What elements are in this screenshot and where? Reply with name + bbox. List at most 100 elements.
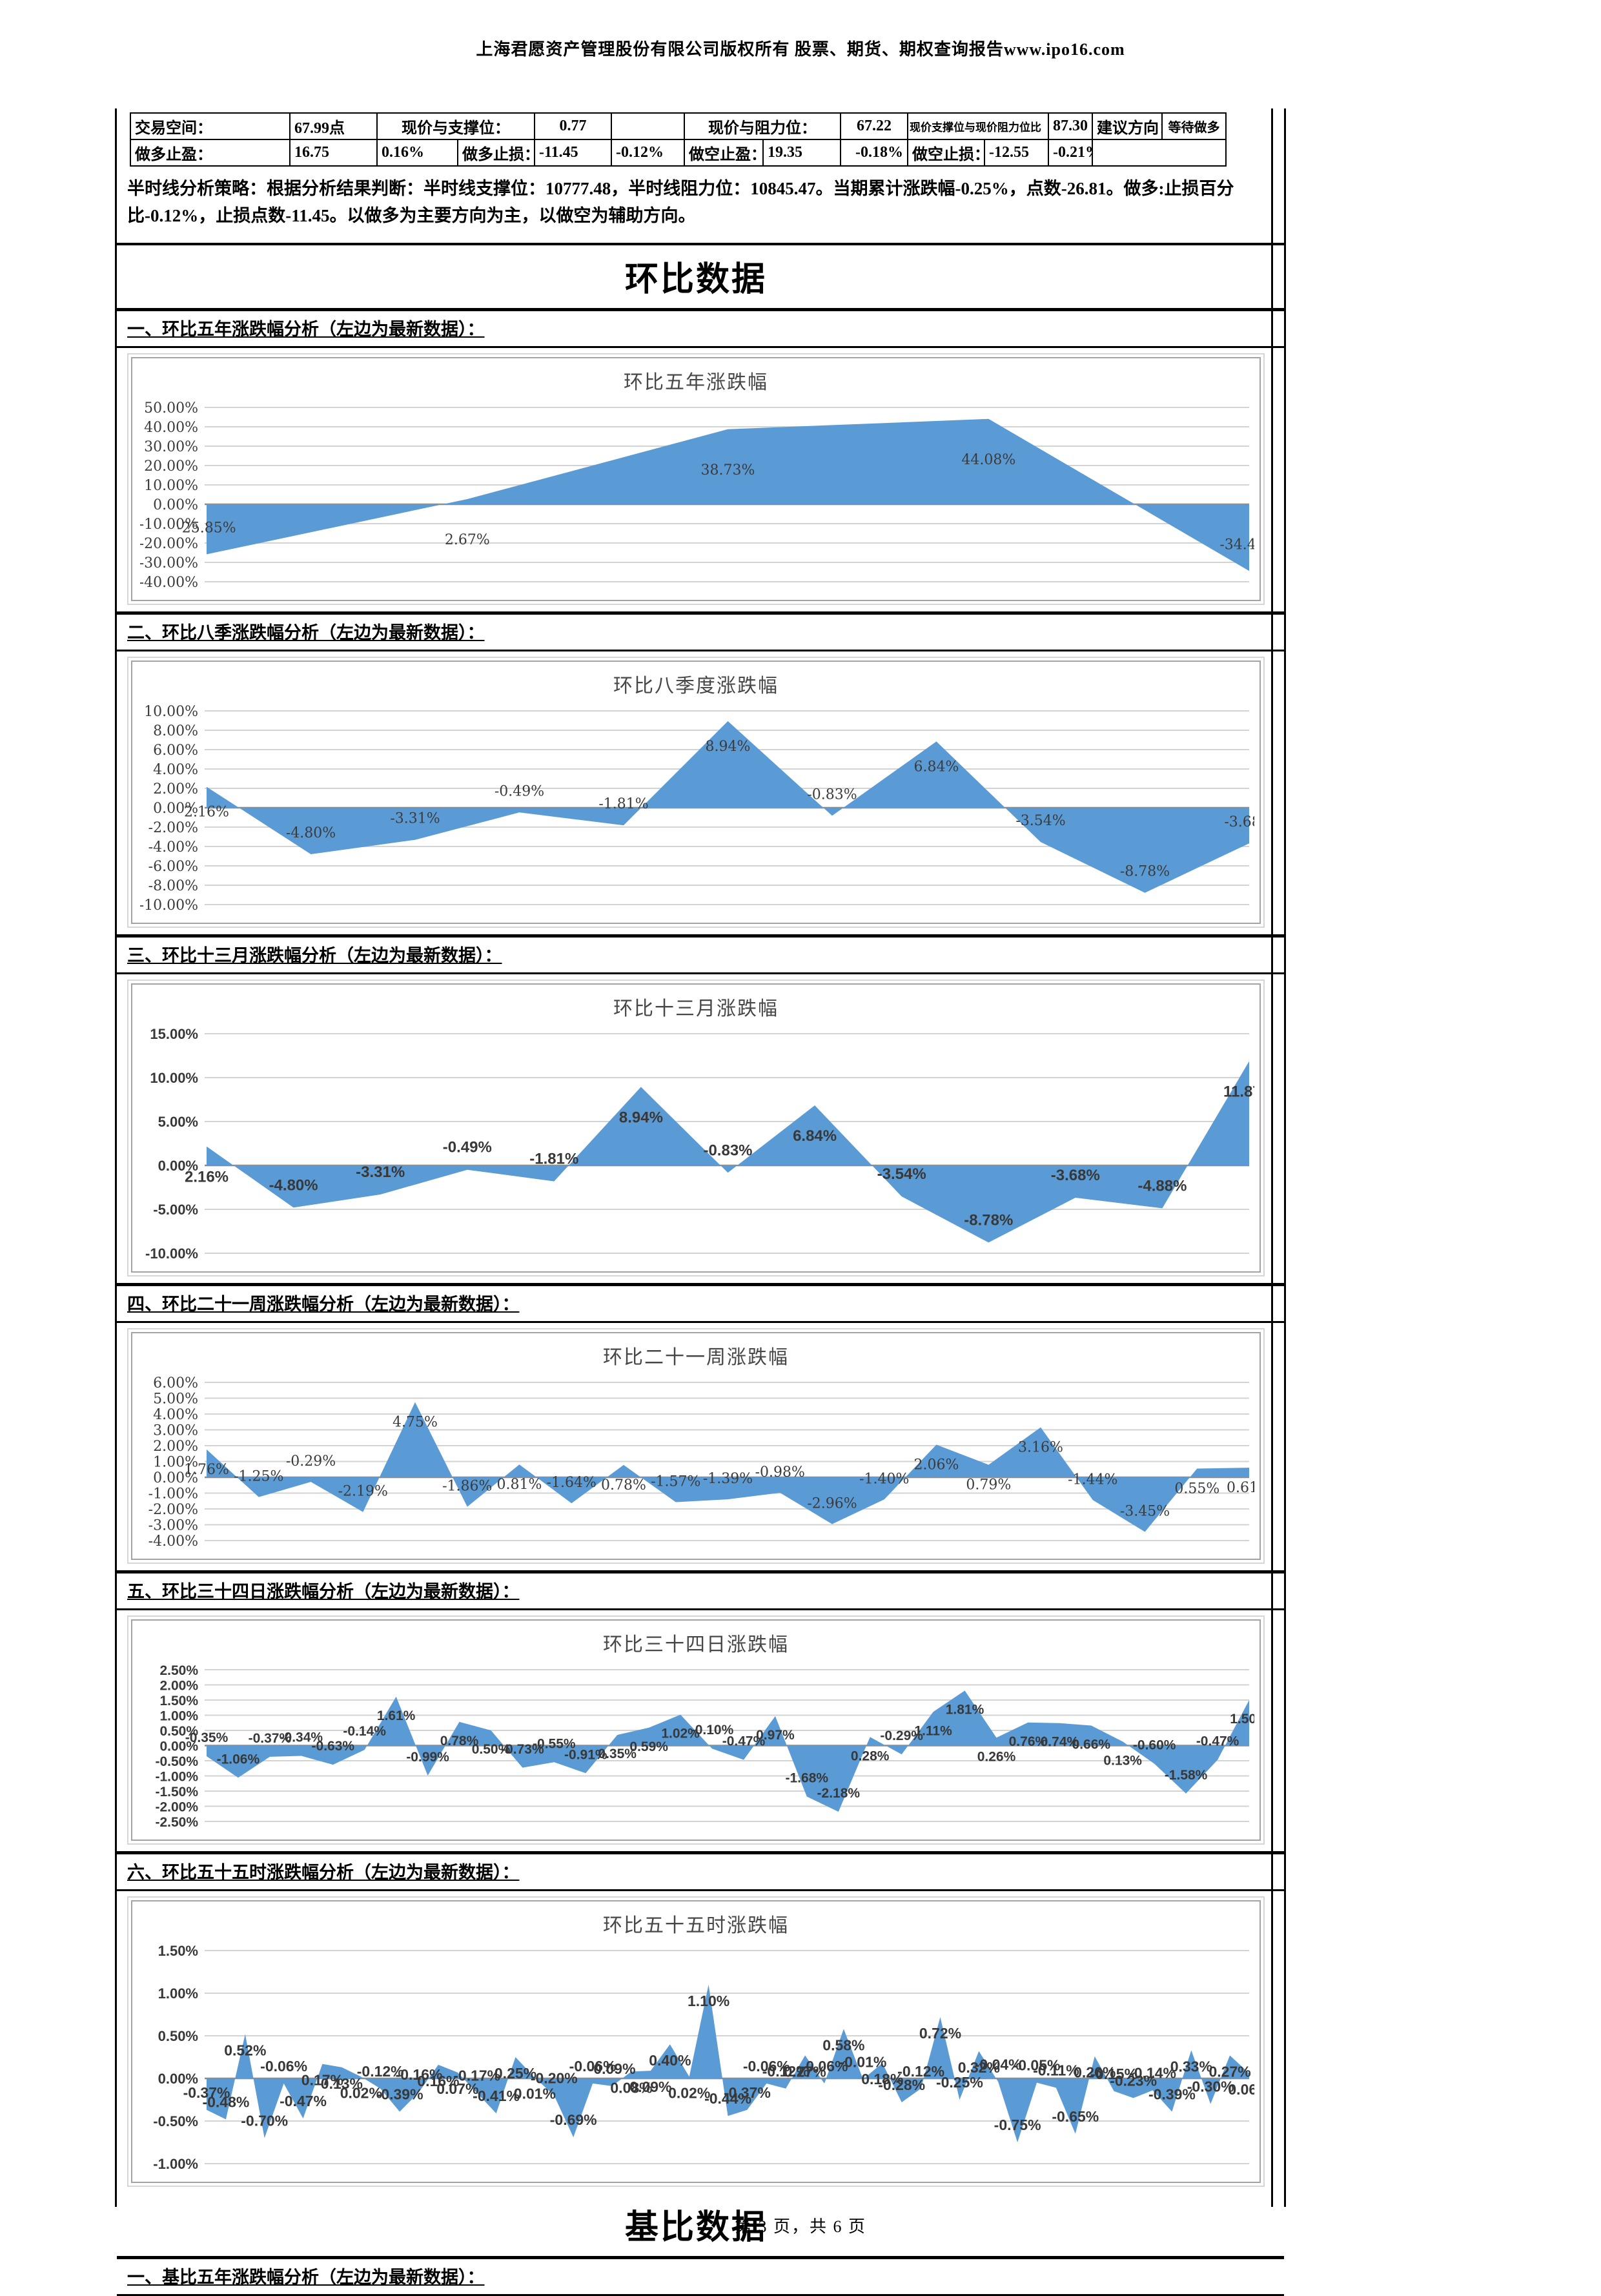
y-tick-label: -10.00% [140, 517, 198, 533]
data-label: -0.35% [185, 1730, 229, 1745]
data-label: -3.68% [1051, 1167, 1100, 1184]
cell-ratio-value: 87.30 [1048, 112, 1093, 140]
data-label: -0.47% [722, 1734, 766, 1748]
data-label: 0.61% [1227, 1480, 1254, 1496]
data-label: 0.13% [1103, 1753, 1142, 1768]
table-row: 做多止盈： 16.75 0.16% 做多止损： -11.45 -0.12% 做空… [130, 139, 1227, 167]
y-tick-label: -3.00% [148, 1517, 198, 1533]
data-label: -0.37% [183, 2084, 230, 2100]
section-heading: 四、环比二十一周涨跌幅分析（左边为最新数据）： [127, 1294, 520, 1314]
data-label: -3.31% [390, 810, 440, 826]
data-label: -0.73% [501, 1741, 544, 1756]
data-label: -0.14% [1129, 2064, 1176, 2081]
y-tick-label: -5.00% [153, 1202, 198, 1218]
data-label: -3.68% [1224, 814, 1254, 830]
data-label: 0.27% [784, 2063, 826, 2080]
strategy-paragraph: 半时线分析策略：根据分析结果判断：半时线支撑位：10777.48，半时线阻力位：… [117, 167, 1284, 245]
data-label: -0.01% [839, 2053, 886, 2070]
y-tick-label: -4.00% [148, 839, 198, 856]
chart-box: 环比三十四日涨跌幅 2.50% 2.00% 1.50% 1.00% 0.50% 0.00% -… [127, 1615, 1265, 1845]
data-label: -0.20% [531, 2069, 578, 2086]
data-label: 0.26% [1074, 2064, 1116, 2080]
data-label: 1.81% [946, 1702, 984, 1717]
data-label: -1.39% [703, 1471, 753, 1487]
cell-short-profit-value: 19.35 [762, 139, 841, 167]
data-label: -1.81% [598, 796, 648, 812]
y-tick-label: 30.00% [144, 439, 198, 455]
data-label: 11.87% [1223, 1083, 1254, 1100]
data-label: -2.96% [807, 1495, 857, 1512]
data-label: -0.63% [312, 1739, 355, 1754]
jibi-title: 基比数据 [624, 2209, 767, 2246]
data-label: 1.76% [184, 1462, 229, 1478]
y-tick-label: -8.00% [148, 878, 198, 894]
data-label: 0.26% [977, 1749, 1016, 1764]
data-label: 0.50% [472, 1742, 511, 1757]
section-heading-strip: 一、基比五年涨跌幅分析（左边为最新数据）： [117, 2255, 1284, 2296]
chart-box: 环比十三月涨跌幅 15.00% 10.00% 5.00% 0.00% -5.00% -10.… [127, 979, 1265, 1276]
y-tick-label: 3.00% [153, 1422, 198, 1439]
chart-title: 环比五年涨跌幅 [624, 371, 768, 393]
data-label: -1.06% [217, 1752, 260, 1767]
data-label: 0.78% [440, 1733, 479, 1748]
cell-long-stop-value: -11.45 [534, 139, 612, 167]
data-label: -0.37% [724, 2084, 771, 2100]
data-label: -0.60% [1133, 1737, 1176, 1752]
data-label: -0.15% [1090, 2065, 1137, 2082]
data-label: -0.49% [495, 783, 544, 799]
y-tick-label: -40.00% [140, 575, 198, 591]
data-label: 0.02% [340, 2084, 382, 2101]
y-tick-label: -4.00% [148, 1533, 198, 1550]
y-tick-label: 10.00% [144, 704, 198, 720]
area-series [207, 1984, 1249, 2142]
data-label: -0.14% [343, 1724, 386, 1739]
data-label: -0.28% [878, 2076, 925, 2093]
data-label: 0.02% [668, 2084, 710, 2101]
data-label: 0.97% [756, 1728, 795, 1743]
y-tick-label: 6.00% [153, 1375, 198, 1391]
data-label: 0.66% [1072, 1737, 1111, 1752]
section-heading: 一、环比五年涨跌幅分析（左边为最新数据）： [127, 319, 485, 339]
data-label: -0.98% [755, 1464, 805, 1481]
data-label: 2.16% [185, 1168, 229, 1185]
data-label: 1.10% [688, 1992, 729, 2009]
data-label: 8.94% [619, 1109, 663, 1126]
section-heading: 一、基比五年涨跌幅分析（左边为最新数据）： [127, 2267, 485, 2287]
data-label: -1.68% [786, 1770, 829, 1785]
y-tick-label: -6.00% [148, 859, 198, 875]
y-tick-label: 6.00% [153, 743, 198, 759]
section-heading-strip: 二、环比八季涨跌幅分析（左边为最新数据）： [117, 611, 1284, 651]
data-label: 1.50% [1230, 1712, 1254, 1727]
page-frame: 交易空间： 67.99点 现价与支撑位： 0.77 现价与阻力位： 67.22 … [115, 108, 1286, 2296]
section-heading: 三、环比十三月涨跌幅分析（左边为最新数据）： [127, 945, 502, 965]
data-label: 0.13% [321, 2075, 363, 2091]
y-tick-label: -1.00% [148, 1486, 198, 1502]
data-label: 0.78% [601, 1477, 646, 1493]
chart-title: 环比八季度涨跌幅 [613, 675, 779, 697]
chart-canvas: 2.50%2.00%1.50%1.00%0.50%0.00%-0.50%-1.0… [155, 1663, 1254, 1830]
chart-canvas: 15.00% 10.00% 5.00% 0.00% -5.00% -10.00% 2.16%… [145, 1026, 1254, 1262]
data-label: -1.25% [234, 1468, 283, 1484]
y-tick-label: 4.00% [153, 1407, 198, 1423]
data-label: -3.45% [1120, 1503, 1170, 1519]
cell-ratio-label: 现价支撑位与现价阻力位比（倍） [907, 112, 1049, 140]
data-label: -0.91% [564, 1747, 607, 1762]
y-tick-label: 0.50% [158, 2028, 198, 2044]
chart-title: 环比十三月涨跌幅 [613, 998, 779, 1020]
section-heading: 五、环比三十四日涨跌幅分析（左边为最新数据）： [127, 1581, 520, 1601]
data-label: -0.37% [249, 1731, 292, 1746]
area-series [207, 1402, 1249, 1532]
y-tick-label: -2.50% [155, 1815, 198, 1830]
cell-long-stop-pct: -0.12% [611, 139, 685, 167]
data-label: 0.59% [629, 1739, 668, 1754]
y-tick-label: -1.50% [155, 1785, 198, 1799]
data-label: -8.78% [964, 1211, 1013, 1229]
data-label: 2.67% [445, 532, 490, 548]
data-label: 0.01% [514, 2085, 556, 2102]
data-label: -0.47% [1196, 1734, 1239, 1748]
data-label: 1.61% [377, 1708, 416, 1723]
y-tick-label: 2.00% [153, 1439, 198, 1455]
section-heading-strip: 五、环比三十四日涨跌幅分析（左边为最新数据）： [117, 1570, 1284, 1610]
data-label: 0.17% [301, 2071, 343, 2088]
data-label: -1.86% [442, 1478, 492, 1494]
